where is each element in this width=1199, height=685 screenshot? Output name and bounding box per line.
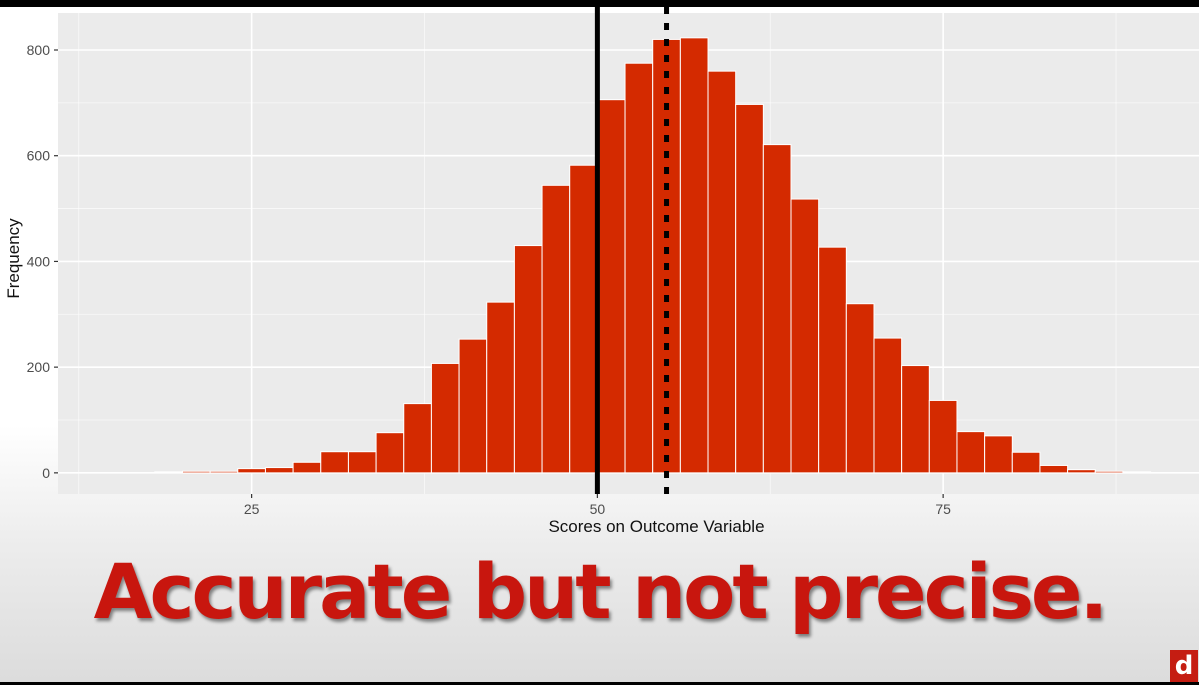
histogram-bar	[1122, 471, 1152, 474]
histogram-bar	[569, 164, 598, 474]
histogram-bar	[956, 431, 986, 474]
histogram-bar	[596, 99, 626, 474]
histogram-bar	[1094, 470, 1124, 474]
histogram-bar	[541, 184, 571, 474]
histogram-bar	[790, 198, 820, 474]
histogram-bar	[762, 144, 792, 474]
histogram-bar	[209, 470, 239, 474]
histogram-chart: 25 50 75 0 200 400 600 800 Scores on Outcome Var…	[4, 7, 1199, 536]
histogram-bar	[735, 103, 764, 474]
brand-logo: d	[1170, 650, 1198, 682]
histogram-bar	[1011, 451, 1041, 474]
histogram-bar	[430, 362, 460, 474]
y-tick-label: 200	[27, 359, 51, 375]
histogram-bar	[1067, 469, 1096, 474]
histogram-bar	[320, 451, 349, 474]
histogram-bar	[984, 435, 1013, 474]
histogram-bar	[458, 338, 488, 474]
histogram-bar	[154, 471, 183, 474]
histogram-bar	[818, 246, 847, 474]
histogram-bar	[486, 301, 515, 474]
histogram-bar	[873, 337, 903, 474]
y-tick-label: 600	[27, 148, 51, 164]
histogram-bar	[264, 467, 294, 474]
y-tick-label: 400	[27, 253, 51, 269]
x-tick-label: 25	[244, 501, 260, 517]
histogram-bar	[181, 470, 211, 474]
y-tick-label: 0	[42, 465, 50, 481]
histogram-bar	[928, 399, 958, 474]
histogram-bar	[845, 303, 875, 474]
histogram-bar	[347, 451, 377, 474]
x-tick-label: 50	[590, 501, 606, 517]
histogram-bar	[513, 245, 543, 474]
histogram-bar	[624, 62, 654, 474]
caption-text: Accurate but not precise.	[93, 547, 1109, 636]
histogram-bar	[375, 432, 405, 474]
y-axis-title: Frequency	[4, 218, 23, 299]
histogram-bar	[901, 365, 930, 474]
histogram-bar	[292, 461, 322, 474]
histogram-bar	[237, 468, 266, 474]
y-tick-label: 800	[27, 42, 51, 58]
video-frame: 25 50 75 0 200 400 600 800 Scores on Outcome Var…	[0, 7, 1199, 682]
histogram-bar	[679, 37, 709, 474]
x-tick-label: 75	[935, 501, 951, 517]
histogram-bar	[403, 403, 432, 474]
histogram-bar	[707, 70, 737, 474]
x-axis-title: Scores on Outcome Variable	[548, 517, 764, 536]
histogram-bar	[1039, 464, 1069, 474]
